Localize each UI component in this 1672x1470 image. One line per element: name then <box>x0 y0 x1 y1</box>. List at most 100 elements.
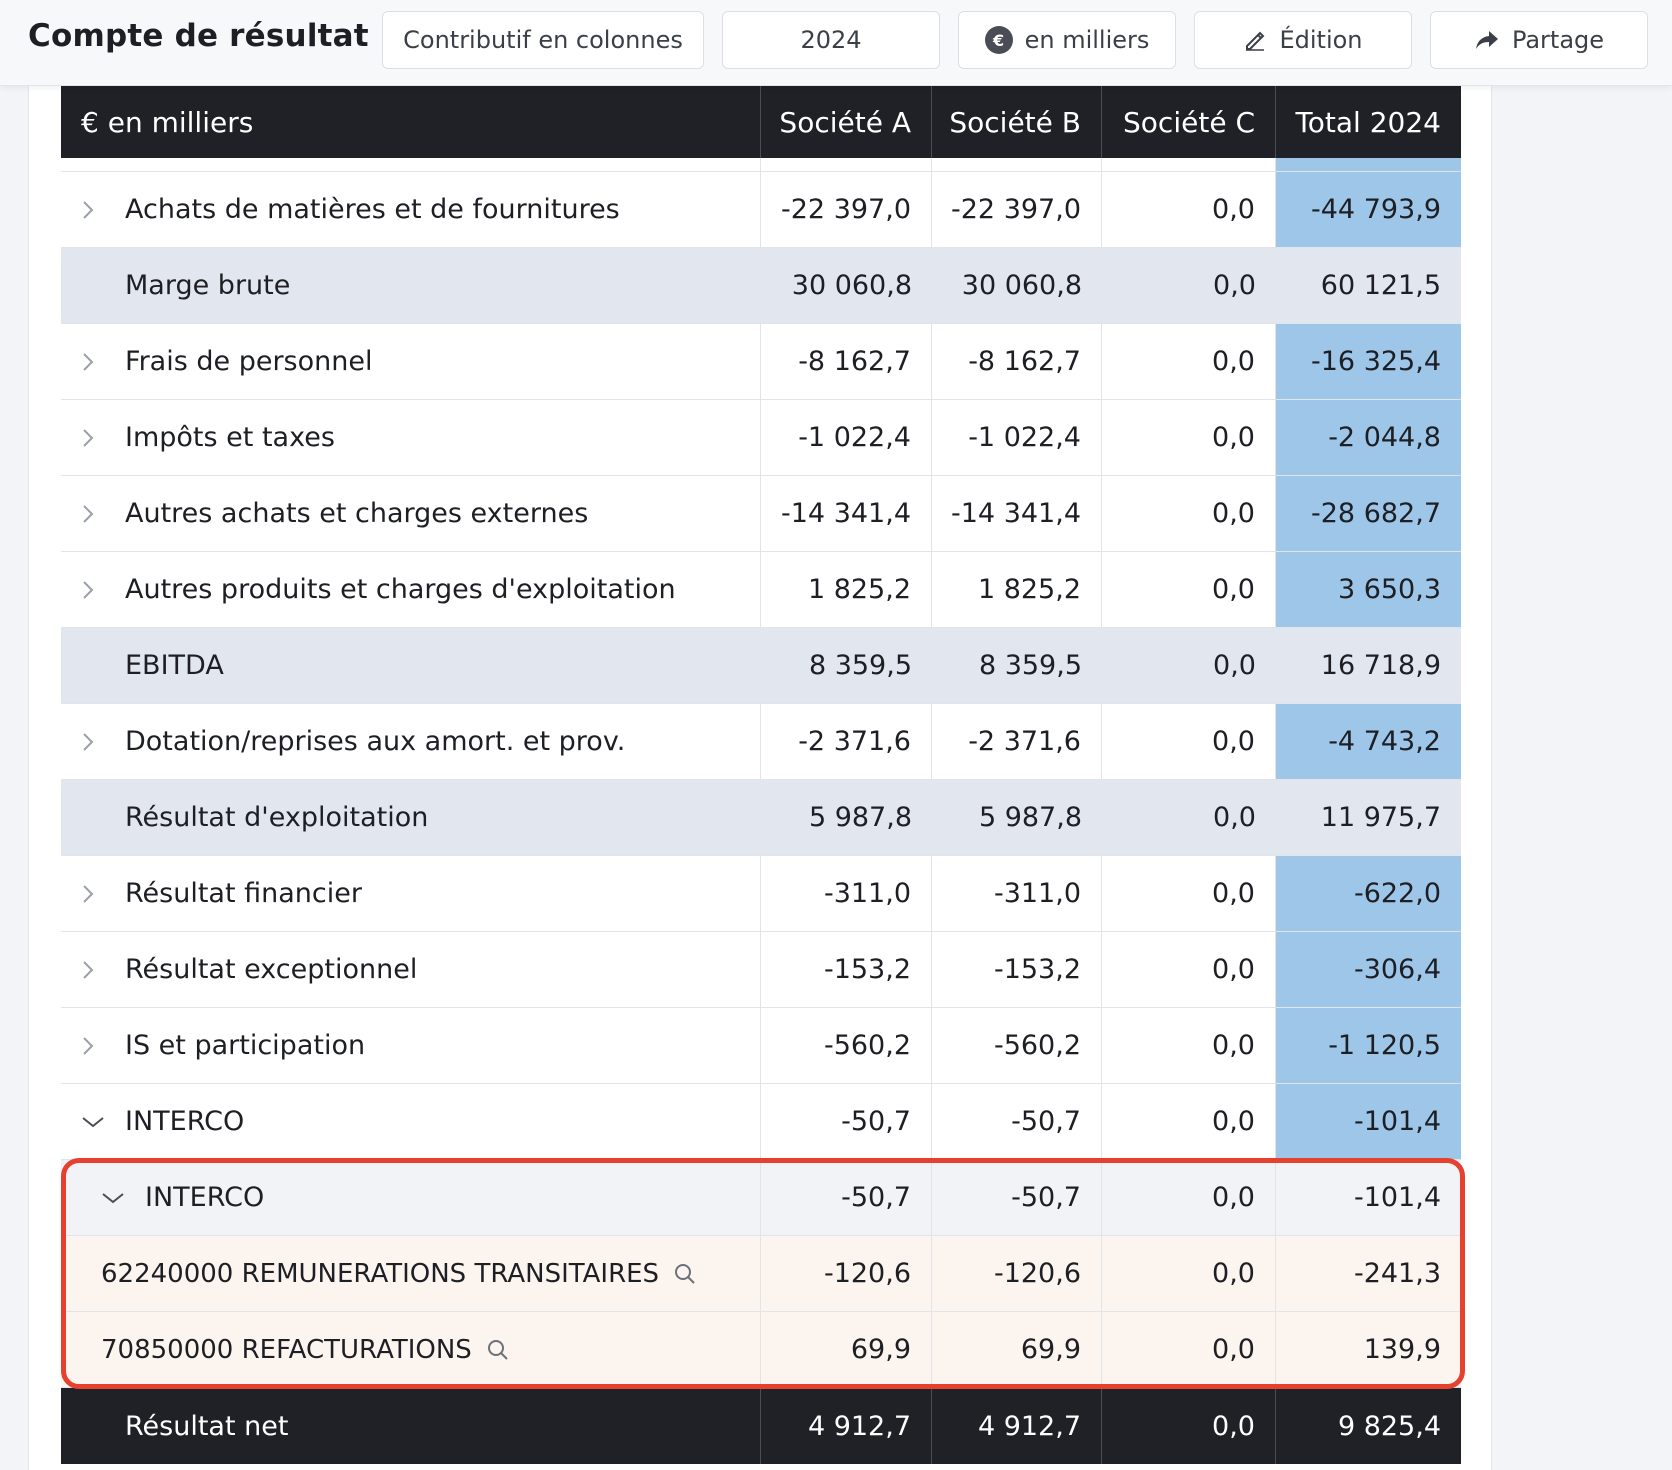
value-societe-c: 0,0 <box>1102 1388 1276 1464</box>
table-row[interactable]: Résultat exceptionnel -153,2 -153,2 0,0 … <box>61 932 1461 1008</box>
value-societe-c: 0,0 <box>1213 650 1256 681</box>
table-row[interactable]: Autres achats et charges externes -14 34… <box>61 476 1461 552</box>
value-societe-c: 0,0 <box>1102 1084 1276 1159</box>
value-total: 16 718,9 <box>1320 650 1441 681</box>
search-icon[interactable] <box>673 1262 697 1286</box>
value-societe-b: -8 162,7 <box>932 324 1102 399</box>
value-societe-a: -153,2 <box>761 932 932 1007</box>
value-societe-a: -311,0 <box>761 856 932 931</box>
value-societe-a: -50,7 <box>761 1160 932 1235</box>
row-label: INTERCO <box>145 1182 265 1213</box>
chevron-down-icon[interactable] <box>101 1191 145 1205</box>
table-row[interactable]: Impôts et taxes -1 022,4 -1 022,4 0,0 -2… <box>61 400 1461 476</box>
table-row-interco-group[interactable]: INTERCO -50,7 -50,7 0,0 -101,4 <box>61 1084 1461 1160</box>
chevron-right-icon[interactable] <box>81 503 125 525</box>
share-button[interactable]: Partage <box>1430 11 1648 69</box>
year-label: 2024 <box>800 26 862 54</box>
row-label: Dotation/reprises aux amort. et prov. <box>125 726 626 757</box>
value-societe-b: 69,9 <box>932 1312 1102 1387</box>
row-label: Résultat d'exploitation <box>125 802 429 833</box>
value-societe-c: 0,0 <box>1102 172 1276 247</box>
table-row-interco-subgroup[interactable]: INTERCO -50,7 -50,7 0,0 -101,4 <box>61 1160 1461 1236</box>
row-label: Impôts et taxes <box>125 422 335 453</box>
value-societe-c: 0,0 <box>1213 270 1256 301</box>
income-statement-table: € en milliers Société A Société B Sociét… <box>61 86 1461 1464</box>
table-spacer-row <box>61 158 1461 172</box>
value-societe-c: 0,0 <box>1102 400 1276 475</box>
value-societe-a: 30 060,8 <box>791 270 912 301</box>
row-label-cell: 62240000 REMUNERATIONS TRANSITAIRES <box>61 1236 761 1311</box>
column-header-societe-b[interactable]: Société B <box>932 86 1102 158</box>
value-societe-b: -560,2 <box>932 1008 1102 1083</box>
value-societe-b: 30 060,8 <box>961 270 1082 301</box>
row-label-cell: INTERCO <box>61 1160 761 1235</box>
row-label-cell: Résultat financier <box>61 856 761 931</box>
value-societe-a: -1 022,4 <box>761 400 932 475</box>
chevron-right-icon[interactable] <box>81 427 125 449</box>
value-societe-b: -1 022,4 <box>932 400 1102 475</box>
chevron-right-icon[interactable] <box>81 959 125 981</box>
table-row[interactable]: Frais de personnel -8 162,7 -8 162,7 0,0… <box>61 324 1461 400</box>
value-societe-c: 0,0 <box>1102 1236 1276 1311</box>
chevron-right-icon[interactable] <box>81 883 125 905</box>
value-societe-b: 4 912,7 <box>932 1388 1102 1464</box>
row-label-cell: 70850000 REFACTURATIONS <box>61 1312 761 1387</box>
value-societe-b: -22 397,0 <box>932 172 1102 247</box>
value-total: -16 325,4 <box>1276 324 1461 399</box>
top-toolbar: Compte de résultat Contributif en colonn… <box>0 0 1672 86</box>
row-label-cell: Dotation/reprises aux amort. et prov. <box>61 704 761 779</box>
chevron-down-icon[interactable] <box>81 1115 125 1129</box>
value-total: 3 650,3 <box>1276 552 1461 627</box>
spacer-cell <box>1102 158 1276 171</box>
share-arrow-icon <box>1474 29 1500 51</box>
value-total: 11 975,7 <box>1320 802 1441 833</box>
table-row[interactable]: Achats de matières et de fournitures -22… <box>61 172 1461 248</box>
value-societe-b: -2 371,6 <box>932 704 1102 779</box>
row-label-cell: Impôts et taxes <box>61 400 761 475</box>
value-societe-c: 0,0 <box>1102 324 1276 399</box>
value-societe-a: -14 341,4 <box>761 476 932 551</box>
table-row[interactable]: Dotation/reprises aux amort. et prov. -2… <box>61 704 1461 780</box>
spacer-cell <box>932 158 1102 171</box>
chevron-right-icon[interactable] <box>81 579 125 601</box>
value-societe-a: -560,2 <box>761 1008 932 1083</box>
value-societe-b: 5 987,8 <box>978 802 1082 833</box>
net-result-row: Résultat net 4 912,7 4 912,7 0,0 9 825,4 <box>61 1388 1461 1464</box>
value-societe-c: 0,0 <box>1213 802 1256 833</box>
subtotal-row: EBITDA 8 359,5 8 359,5 0,0 16 718,9 <box>61 628 1461 704</box>
table-row-account[interactable]: 70850000 REFACTURATIONS 69,9 69,9 0,0 13… <box>61 1312 1461 1388</box>
view-mode-button[interactable]: Contributif en colonnes <box>382 11 704 69</box>
chevron-right-icon[interactable] <box>81 1035 125 1057</box>
table-row[interactable]: IS et participation -560,2 -560,2 0,0 -1… <box>61 1008 1461 1084</box>
value-societe-b: -120,6 <box>932 1236 1102 1311</box>
edit-button[interactable]: Édition <box>1194 11 1412 69</box>
subtotal-row: Résultat d'exploitation 5 987,8 5 987,8 … <box>61 780 1461 856</box>
unit-button[interactable]: € en milliers <box>958 11 1176 69</box>
search-icon[interactable] <box>486 1338 510 1362</box>
column-header-societe-c[interactable]: Société C <box>1102 86 1276 158</box>
chevron-right-icon[interactable] <box>81 199 125 221</box>
spacer-cell <box>61 158 761 171</box>
row-label: Achats de matières et de fournitures <box>125 194 620 225</box>
year-button[interactable]: 2024 <box>722 11 940 69</box>
chevron-right-icon[interactable] <box>81 731 125 753</box>
column-header-societe-a[interactable]: Société A <box>761 86 932 158</box>
row-label: Frais de personnel <box>125 346 373 377</box>
value-societe-a: -120,6 <box>761 1236 932 1311</box>
table-row[interactable]: Autres produits et charges d'exploitatio… <box>61 552 1461 628</box>
value-total: 139,9 <box>1363 1334 1441 1365</box>
table-row[interactable]: Résultat financier -311,0 -311,0 0,0 -62… <box>61 856 1461 932</box>
table-row-account[interactable]: 62240000 REMUNERATIONS TRANSITAIRES -120… <box>61 1236 1461 1312</box>
spacer-cell <box>761 158 932 171</box>
row-label: Résultat exceptionnel <box>125 954 418 985</box>
row-label-cell: Achats de matières et de fournitures <box>61 172 761 247</box>
value-total: -241,3 <box>1353 1258 1441 1289</box>
row-label-cell: Autres achats et charges externes <box>61 476 761 551</box>
column-header-total[interactable]: Total 2024 <box>1295 105 1441 139</box>
edit-label: Édition <box>1279 26 1363 54</box>
chevron-right-icon[interactable] <box>81 351 125 373</box>
value-societe-b: -50,7 <box>932 1160 1102 1235</box>
row-label-cell: IS et participation <box>61 1008 761 1083</box>
value-total: -2 044,8 <box>1276 400 1461 475</box>
value-societe-c: 0,0 <box>1102 932 1276 1007</box>
